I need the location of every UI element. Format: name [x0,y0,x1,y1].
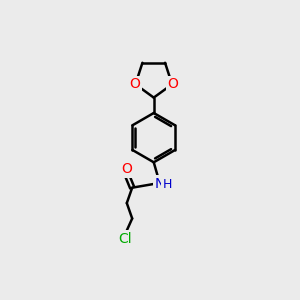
Text: N: N [155,177,165,191]
Text: Cl: Cl [118,232,132,245]
Text: O: O [129,77,140,91]
Text: O: O [167,77,178,91]
Text: O: O [122,162,132,176]
Text: H: H [163,178,172,191]
